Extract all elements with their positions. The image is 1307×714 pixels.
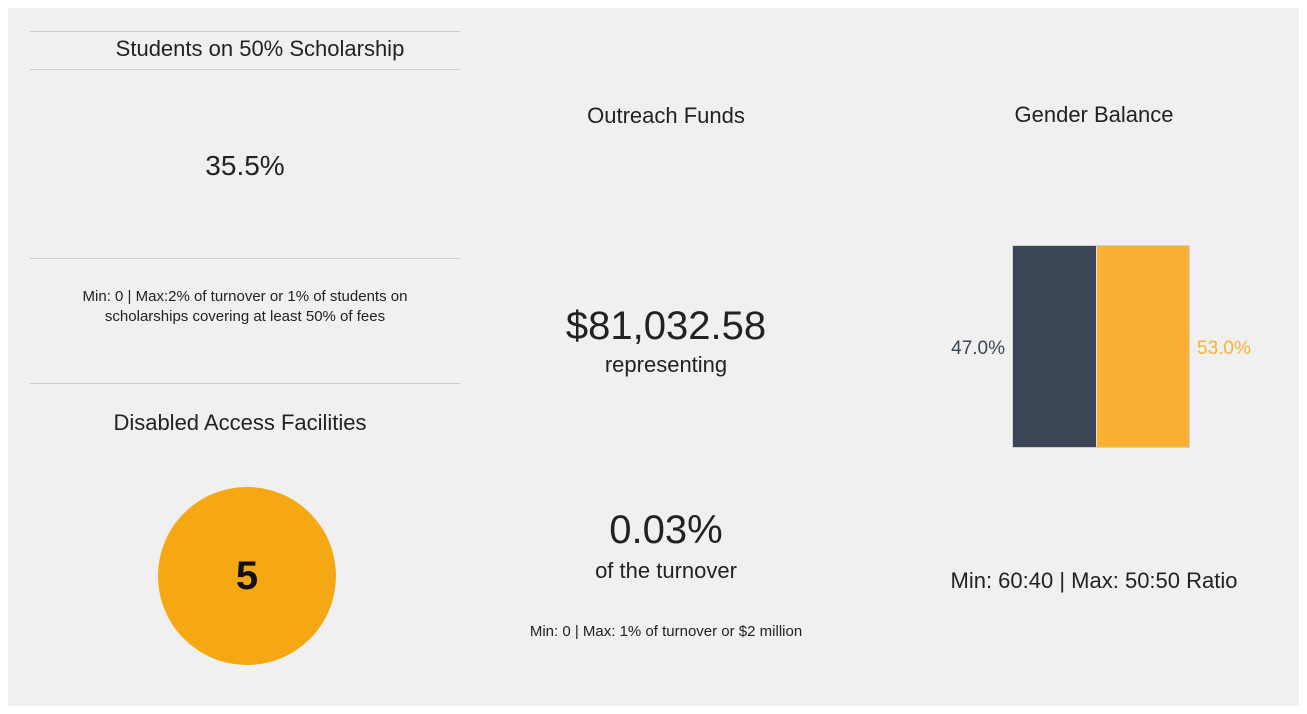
- kpi-note: Min: 60:40 | Max: 50:50 Ratio: [950, 568, 1238, 593]
- kpi-value: 35.5%: [205, 150, 285, 181]
- gender-label: 53.0%: [1197, 338, 1251, 359]
- kpi-caption: of the turnover: [595, 558, 737, 583]
- kpi-value: $81,032.58: [565, 304, 767, 348]
- kpi-circle: 5: [158, 487, 336, 665]
- gender-segment: [1095, 246, 1189, 447]
- divider: [30, 69, 460, 70]
- kpi-value: 0.03%: [609, 508, 723, 552]
- card-title: Gender Balance: [1014, 102, 1174, 127]
- card-title: Students on 50% Scholarship: [115, 36, 405, 61]
- card-title: Outreach Funds: [587, 103, 745, 128]
- divider: [30, 258, 460, 259]
- gender-bar: [1012, 245, 1190, 448]
- kpi-note: Min: 0 | Max:2% of turnover or 1% of stu…: [82, 288, 408, 325]
- gender-label: 47.0%: [951, 338, 1005, 359]
- kpi-caption: representing: [604, 352, 728, 377]
- dashboard: Students on 50% Scholarship 35.5% Min: 0…: [8, 8, 1299, 706]
- divider: [30, 383, 460, 384]
- gender-segment: [1013, 246, 1096, 447]
- kpi-note: Min: 0 | Max: 1% of turnover or $2 milli…: [529, 623, 803, 640]
- divider: [30, 31, 460, 32]
- card-title: Disabled Access Facilities: [113, 410, 367, 435]
